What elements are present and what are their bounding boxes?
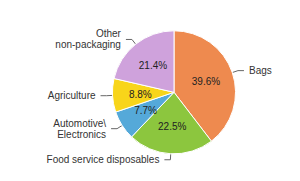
svg-text:non-packaging: non-packaging [55,39,121,50]
svg-text:Other: Other [96,28,122,39]
svg-text:7.7%: 7.7% [134,105,157,116]
svg-text:39.6%: 39.6% [192,76,220,87]
svg-text:Bags: Bags [249,65,272,76]
svg-text:Electronics: Electronics [57,129,106,140]
svg-text:Automotive\: Automotive\ [53,118,106,129]
svg-text:Food service disposables: Food service disposables [47,154,160,165]
svg-text:21.4%: 21.4% [139,60,167,71]
svg-text:8.8%: 8.8% [129,89,152,100]
svg-text:Agriculture: Agriculture [48,90,96,101]
svg-text:22.5%: 22.5% [158,121,186,132]
